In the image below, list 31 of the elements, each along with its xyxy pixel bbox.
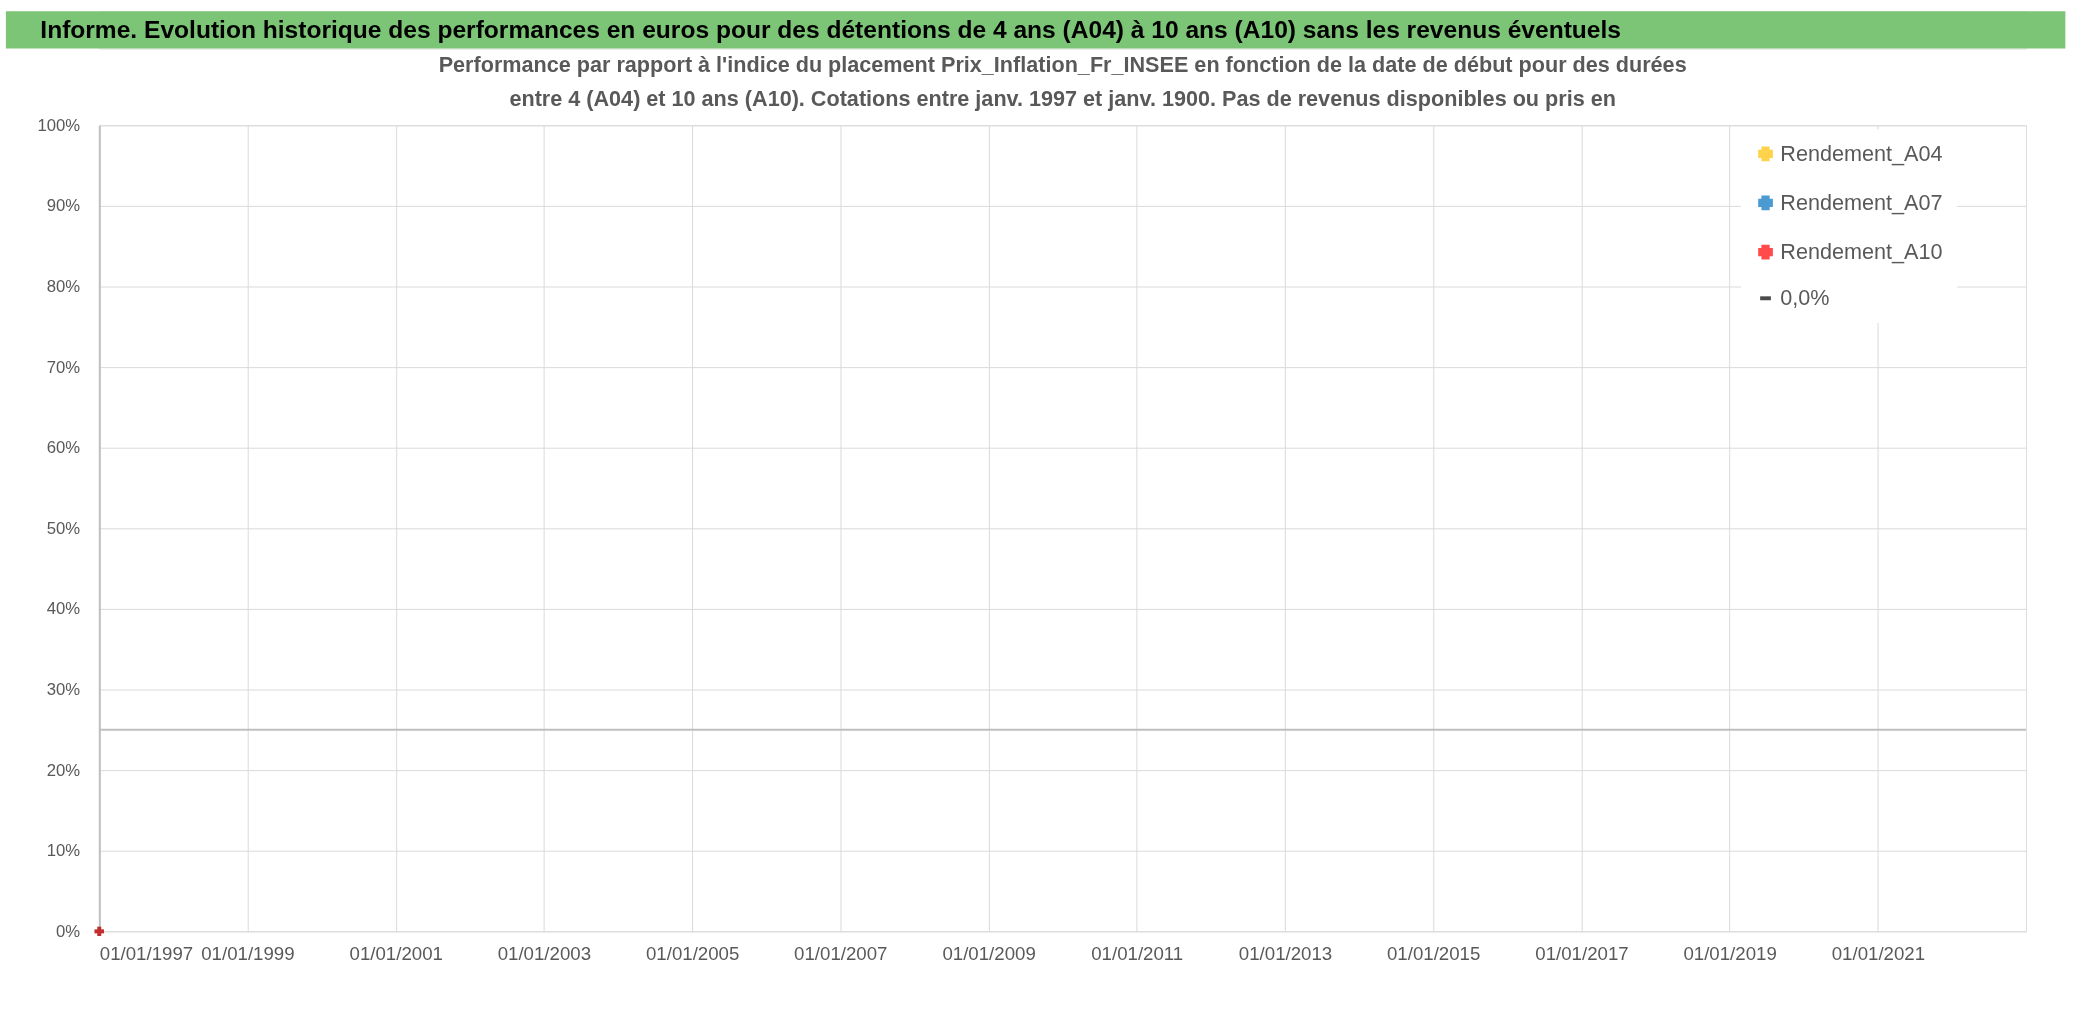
y-tick-label: 10% (46, 841, 81, 861)
chart-title: Informe. Evolution historique des performances en euros pour des détentions de 4 ans (A04) à 10 ans (A10) sans les revenus éventuels (40, 15, 1621, 43)
x-tick-label: 01/01/2021 (1831, 943, 1926, 965)
x-tick-label: 01/01/2007 (794, 943, 888, 965)
x-tick-label: 01/01/2011 (1091, 943, 1184, 965)
x-tick-label: 01/01/1997 (99, 943, 194, 965)
x-tick-label: 01/01/2005 (645, 943, 740, 965)
y-tick-label: 60% (46, 438, 81, 458)
y-tick-label: 70% (46, 357, 81, 377)
x-tick-label: 01/01/2017 (1535, 943, 1629, 965)
legend-label: Rendement_A04 (1780, 140, 1943, 166)
y-tick-label: 0% (55, 921, 81, 941)
y-tick-label: 90% (46, 196, 81, 216)
x-tick-label: 01/01/2013 (1238, 943, 1333, 965)
legend-label: 0,0% (1780, 285, 1830, 311)
x-tick-label: 01/01/2001 (349, 943, 443, 965)
x-tick-label: 01/01/2015 (1386, 943, 1481, 965)
legend-label: Rendement_A10 (1780, 238, 1943, 264)
legend-label: Rendement_A07 (1780, 189, 1943, 215)
y-tick-label: 100% (37, 115, 81, 135)
x-tick-label: 01/01/2009 (942, 943, 1036, 965)
x-tick-label: 01/01/2003 (497, 943, 592, 965)
y-tick-label: 30% (46, 679, 81, 699)
text: entre 4 (A04) et 10 ans (A10). Cotations entre janv. 1997 et janv. 1900. Pas de revenus disponibles ou pris en (509, 85, 1616, 111)
x-tick-label: 01/01/2019 (1683, 943, 1777, 965)
y-tick-label: 40% (46, 599, 81, 619)
y-tick-label: 50% (46, 518, 81, 538)
y-tick-label: 20% (46, 760, 81, 780)
text: Performance par rapport à l'indice du placement Prix_Inflation_Fr_INSEE en fonction de la date de début pour des durées (438, 52, 1687, 78)
y-tick-label: 80% (46, 276, 81, 296)
x-tick-label: 01/01/1999 (201, 943, 295, 965)
